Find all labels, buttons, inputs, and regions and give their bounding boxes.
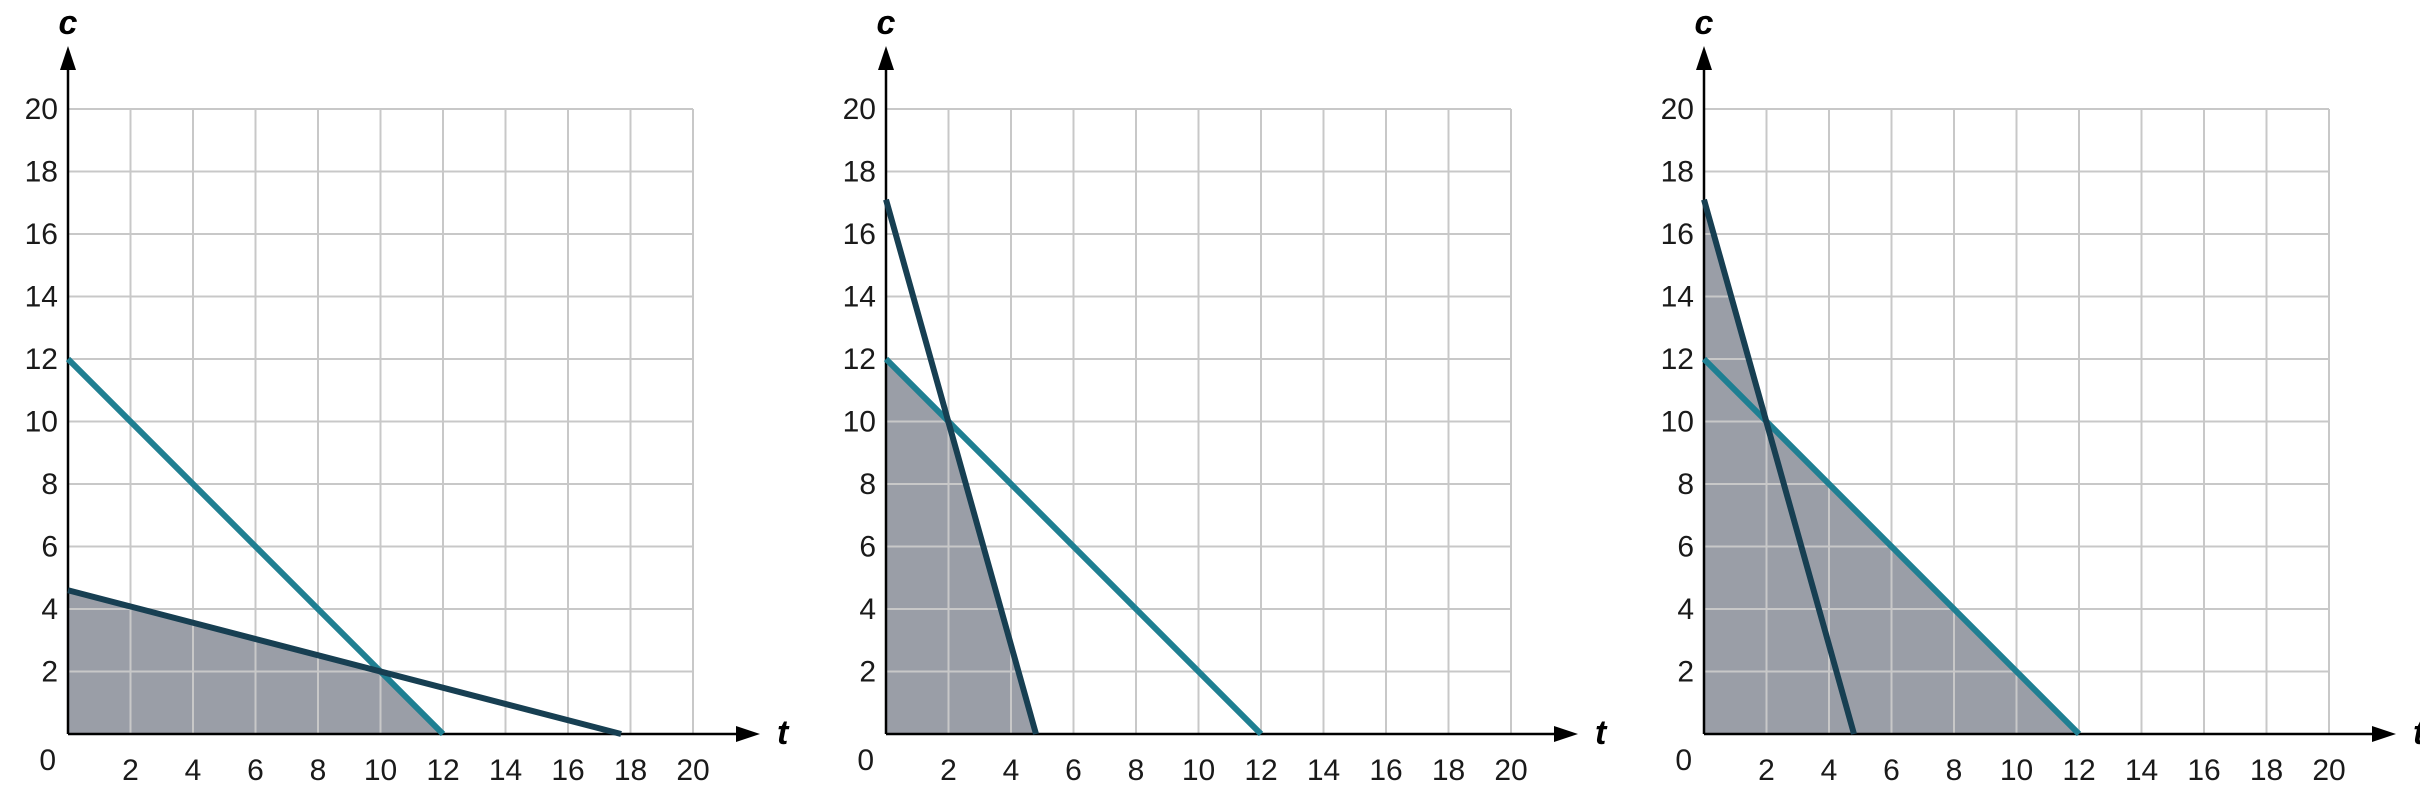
y-tick-label: 4 (1677, 593, 1694, 626)
x-tick-label: 12 (1244, 754, 1277, 787)
x-tick-label: 18 (1432, 754, 1465, 787)
x-tick-label: 2 (122, 754, 139, 787)
x-tick-label: 20 (676, 754, 709, 787)
y-tick-label: 20 (1661, 93, 1694, 126)
y-tick-label: 20 (25, 93, 58, 126)
y-tick-label: 16 (843, 218, 876, 251)
y-tick-label: 2 (1677, 656, 1694, 689)
y-tick-label: 18 (25, 156, 58, 189)
x-tick-label: 20 (1494, 754, 1527, 787)
y-tick-label: 18 (843, 156, 876, 189)
x-axis-arrow (2372, 726, 2396, 742)
x-tick-label: 18 (614, 754, 647, 787)
chart-panel-2: 2 4 6 8 10 12 14 16 18 20 2 4 6 8 10 12 14 16 18 20 0 c t (843, 4, 1608, 787)
y-tick-label: 2 (859, 656, 876, 689)
x-axis-arrow (736, 726, 760, 742)
y-tick-label: 14 (1661, 281, 1694, 314)
shaded-region (1704, 199, 2079, 734)
grid (68, 108, 694, 734)
x-tick-label: 10 (1182, 754, 1215, 787)
y-tick-label: 12 (1661, 343, 1694, 376)
x-tick-label: 16 (1369, 754, 1402, 787)
y-axis-arrow (60, 46, 76, 70)
series-line-2 (1701, 198, 1857, 735)
y-axis-label: c (1695, 4, 1714, 42)
x-tick-label: 4 (185, 754, 202, 787)
x-tick-label: 6 (1883, 754, 1900, 787)
x-tick-label: 8 (1128, 754, 1145, 787)
y-tick-label: 2 (41, 656, 58, 689)
origin-label: 0 (39, 744, 56, 777)
origin-label: 0 (857, 744, 874, 777)
x-tick-label: 14 (489, 754, 522, 787)
x-axis-label: t (777, 714, 790, 752)
x-tick-label: 10 (2000, 754, 2033, 787)
y-tick-label: 8 (859, 468, 876, 501)
x-tick-label: 4 (1003, 754, 1020, 787)
y-tick-label: 12 (25, 343, 58, 376)
x-tick-label: 18 (2250, 754, 2283, 787)
y-tick-label: 16 (25, 218, 58, 251)
origin-label: 0 (1675, 744, 1692, 777)
y-tick-label: 10 (1661, 406, 1694, 439)
y-tick-label: 18 (1661, 156, 1694, 189)
x-tick-label: 4 (1821, 754, 1838, 787)
x-tick-label: 20 (2312, 754, 2345, 787)
y-tick-label: 10 (843, 406, 876, 439)
x-tick-label: 2 (940, 754, 957, 787)
y-tick-label: 4 (859, 593, 876, 626)
y-tick-label: 8 (1677, 468, 1694, 501)
y-tick-label: 20 (843, 93, 876, 126)
y-axis-label: c (59, 4, 78, 42)
grid (1704, 108, 2330, 734)
series-line-2 (883, 198, 1039, 735)
y-tick-label: 12 (843, 343, 876, 376)
chart-panel-1: 2 4 6 8 10 12 14 16 18 20 2 4 6 8 10 12 14 16 18 20 0 c t (25, 4, 790, 787)
x-tick-label: 2 (1758, 754, 1775, 787)
x-tick-label: 8 (310, 754, 327, 787)
y-tick-label: 16 (1661, 218, 1694, 251)
x-tick-label: 16 (2187, 754, 2220, 787)
x-tick-label: 16 (551, 754, 584, 787)
y-tick-label: 14 (843, 281, 876, 314)
x-axis-label: t (2413, 714, 2420, 752)
y-tick-label: 14 (25, 281, 58, 314)
x-tick-label: 14 (2125, 754, 2158, 787)
chart-panel-3: 2 4 6 8 10 12 14 16 18 20 2 4 6 8 10 12 14 16 18 20 0 c t (1661, 4, 2420, 787)
x-tick-label: 10 (364, 754, 397, 787)
x-tick-label: 14 (1307, 754, 1340, 787)
y-tick-label: 8 (41, 468, 58, 501)
x-axis-arrow (1554, 726, 1578, 742)
y-axis-label: c (877, 4, 896, 42)
x-tick-label: 6 (1065, 754, 1082, 787)
y-tick-label: 6 (859, 531, 876, 564)
y-tick-label: 10 (25, 406, 58, 439)
series-line-2 (67, 587, 622, 737)
grid (886, 108, 1512, 734)
x-tick-label: 12 (2062, 754, 2095, 787)
x-tick-label: 8 (1946, 754, 1963, 787)
y-tick-label: 6 (1677, 531, 1694, 564)
x-tick-label: 6 (247, 754, 264, 787)
y-axis-arrow (878, 46, 894, 70)
y-tick-label: 4 (41, 593, 58, 626)
y-tick-label: 6 (41, 531, 58, 564)
y-axis-arrow (1696, 46, 1712, 70)
x-tick-label: 12 (426, 754, 459, 787)
x-axis-label: t (1595, 714, 1608, 752)
